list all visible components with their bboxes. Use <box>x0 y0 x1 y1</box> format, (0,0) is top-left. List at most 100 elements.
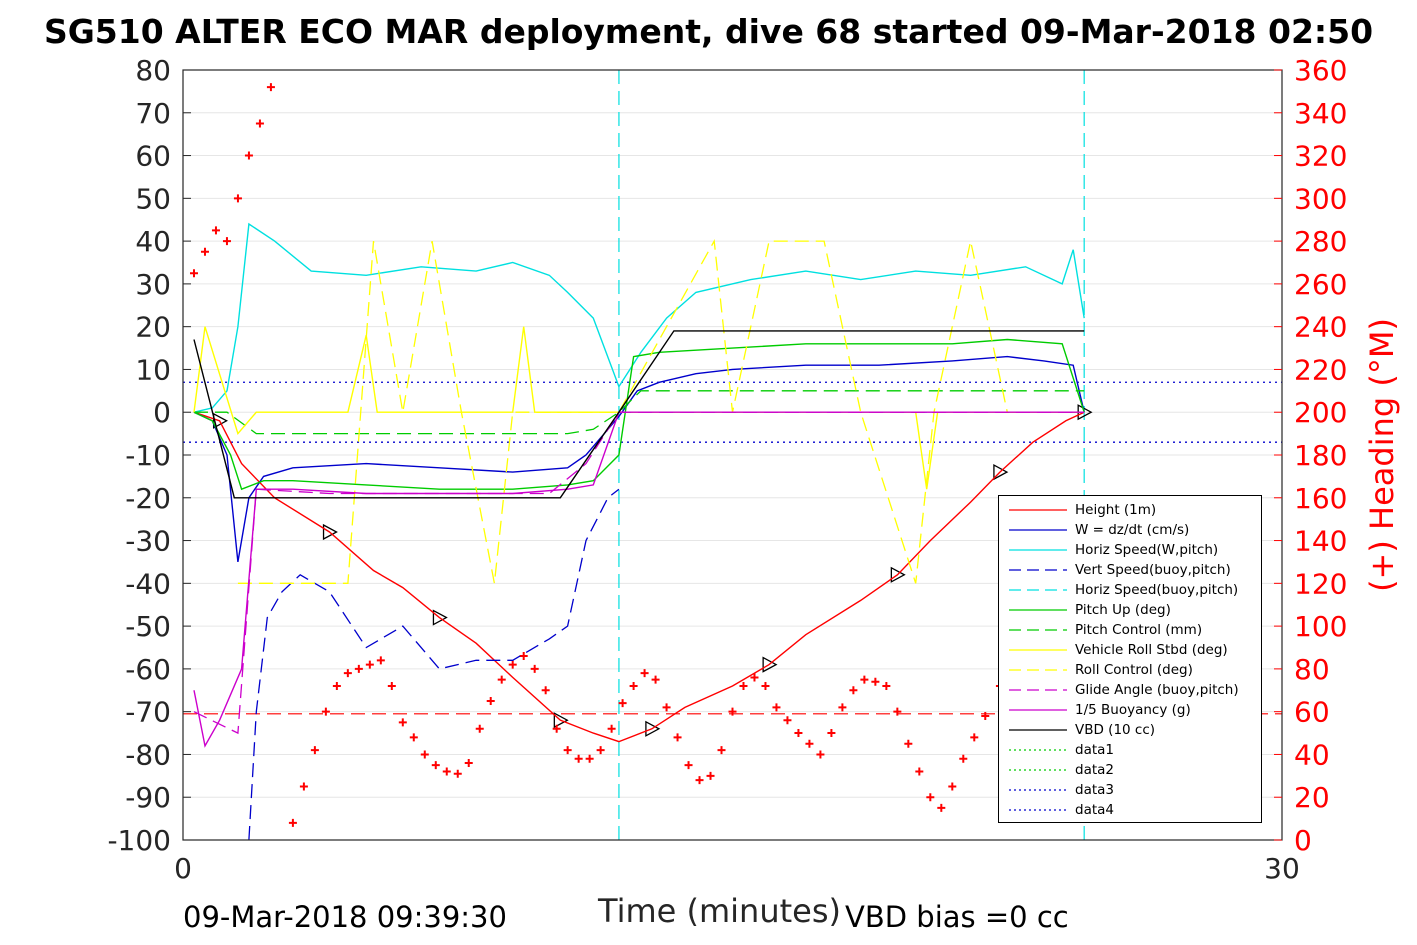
y-tick-label-left: 60 <box>135 140 171 173</box>
legend-swatch <box>1009 689 1067 691</box>
y-tick-label-right: 320 <box>1294 140 1347 173</box>
heading-point <box>750 673 759 682</box>
y-tick-label-right: 280 <box>1294 225 1347 258</box>
heading-point <box>629 682 638 690</box>
heading-point <box>640 669 649 678</box>
chart-legend: Height (1m) W = dz/dt (cm/s) Horiz Speed(W… <box>998 495 1262 823</box>
height-marker <box>432 609 448 626</box>
heading-point <box>618 699 627 708</box>
legend-item: 1/5 Buoyancy (g) <box>999 700 1261 720</box>
y-tick-label-left: -90 <box>125 781 171 814</box>
height-marker <box>645 720 661 737</box>
heading-point <box>222 237 231 246</box>
heading-point <box>299 782 308 791</box>
legend-label: 1/5 Buoyancy (g) <box>1075 702 1191 718</box>
legend-swatch <box>1009 729 1067 731</box>
y-tick-label-right: 260 <box>1294 268 1347 301</box>
series-line <box>193 338 1085 491</box>
y-tick-label-right: 60 <box>1294 696 1330 729</box>
legend-label: data3 <box>1075 782 1114 798</box>
heading-point <box>981 711 990 720</box>
legend-swatch <box>1009 609 1067 611</box>
heading-point <box>706 771 715 780</box>
legend-label: W = dz/dt (cm/s) <box>1075 522 1190 538</box>
heading-point <box>816 750 825 759</box>
y-tick-label-right: 120 <box>1294 567 1347 600</box>
legend-label: Roll Control (deg) <box>1075 662 1193 678</box>
height-marker <box>212 412 229 429</box>
y-tick-label-right: 360 <box>1294 54 1347 87</box>
heading-point <box>871 677 880 686</box>
series-line <box>193 222 1085 413</box>
series-line <box>237 238 1085 584</box>
legend-label: Horiz Speed(W,pitch) <box>1075 542 1219 558</box>
heading-point <box>211 226 220 235</box>
y-tick-label-right: 300 <box>1294 182 1347 215</box>
y-tick-label-right: 20 <box>1294 781 1330 814</box>
y-tick-label-right: 240 <box>1294 311 1347 344</box>
heading-point <box>684 761 693 770</box>
legend-swatch <box>1009 809 1067 811</box>
series-line <box>193 411 1085 735</box>
y-tick-label-left: 50 <box>135 182 171 215</box>
y-tick-label-left: 30 <box>135 268 171 301</box>
x-tick-label: 30 <box>1264 852 1300 885</box>
y-tick-label-right: 100 <box>1294 610 1347 643</box>
heading-point <box>563 746 572 755</box>
legend-label: VBD (10 cc) <box>1075 722 1156 738</box>
heading-point <box>585 754 594 763</box>
heading-point <box>651 675 660 684</box>
legend-item: Glide Angle (buoy,pitch) <box>999 680 1261 700</box>
y-tick-label-left: 70 <box>135 97 171 130</box>
heading-point <box>695 776 704 785</box>
heading-point <box>574 754 583 763</box>
legend-item: data3 <box>999 780 1261 800</box>
heading-point <box>278 62 286 70</box>
heading-point <box>431 761 440 770</box>
y-tick-label-right: 180 <box>1294 439 1347 472</box>
heading-point <box>420 750 429 759</box>
heading-point <box>915 767 924 776</box>
y-tick-label-left: -20 <box>125 482 171 515</box>
legend-item: Horiz Speed(buoy,pitch) <box>999 580 1261 600</box>
legend-label: data1 <box>1075 742 1114 758</box>
legend-item: Pitch Up (deg) <box>999 600 1261 620</box>
legend-item: VBD (10 cc) <box>999 720 1261 740</box>
y-tick-label-left: 20 <box>135 311 171 344</box>
series-line <box>193 330 1085 499</box>
y-tick-label-left: -70 <box>125 696 171 729</box>
y-tick-label-right: 340 <box>1294 97 1347 130</box>
y-tick-label-right: 140 <box>1294 525 1347 558</box>
y-tick-label-right: 80 <box>1294 653 1330 686</box>
legend-label: data4 <box>1075 802 1114 818</box>
y-tick-label-left: 40 <box>135 225 171 258</box>
legend-label: Horiz Speed(buoy,pitch) <box>1075 582 1239 598</box>
legend-item: W = dz/dt (cm/s) <box>999 520 1261 540</box>
heading-point <box>607 724 616 733</box>
legend-swatch <box>1009 529 1067 531</box>
heading-point <box>783 716 792 725</box>
y-tick-label-right: 0 <box>1294 824 1312 857</box>
heading-point <box>662 703 671 712</box>
y-tick-label-left: -100 <box>107 824 171 857</box>
legend-swatch <box>1009 669 1067 671</box>
chart-title: SG510 ALTER ECO MAR deployment, dive 68 … <box>43 12 1374 51</box>
heading-point <box>860 675 869 684</box>
heading-point <box>365 660 374 669</box>
heading-point <box>409 733 418 742</box>
series-group <box>189 62 1093 827</box>
heading-point <box>200 247 209 256</box>
legend-label: Pitch Up (deg) <box>1075 602 1171 618</box>
heading-point <box>552 724 561 733</box>
legend-item: Horiz Speed(W,pitch) <box>999 540 1261 560</box>
y-tick-label-left: -60 <box>125 653 171 686</box>
heading-point <box>354 664 363 673</box>
x-tick-label: 0 <box>174 852 192 885</box>
footer-vbd-bias: VBD bias =0 cc <box>845 900 1069 934</box>
heading-point <box>288 818 297 827</box>
legend-item: Roll Control (deg) <box>999 660 1261 680</box>
heading-point <box>453 769 462 778</box>
series-line <box>194 390 1085 435</box>
series-line <box>193 411 1085 748</box>
heading-point <box>717 746 726 755</box>
